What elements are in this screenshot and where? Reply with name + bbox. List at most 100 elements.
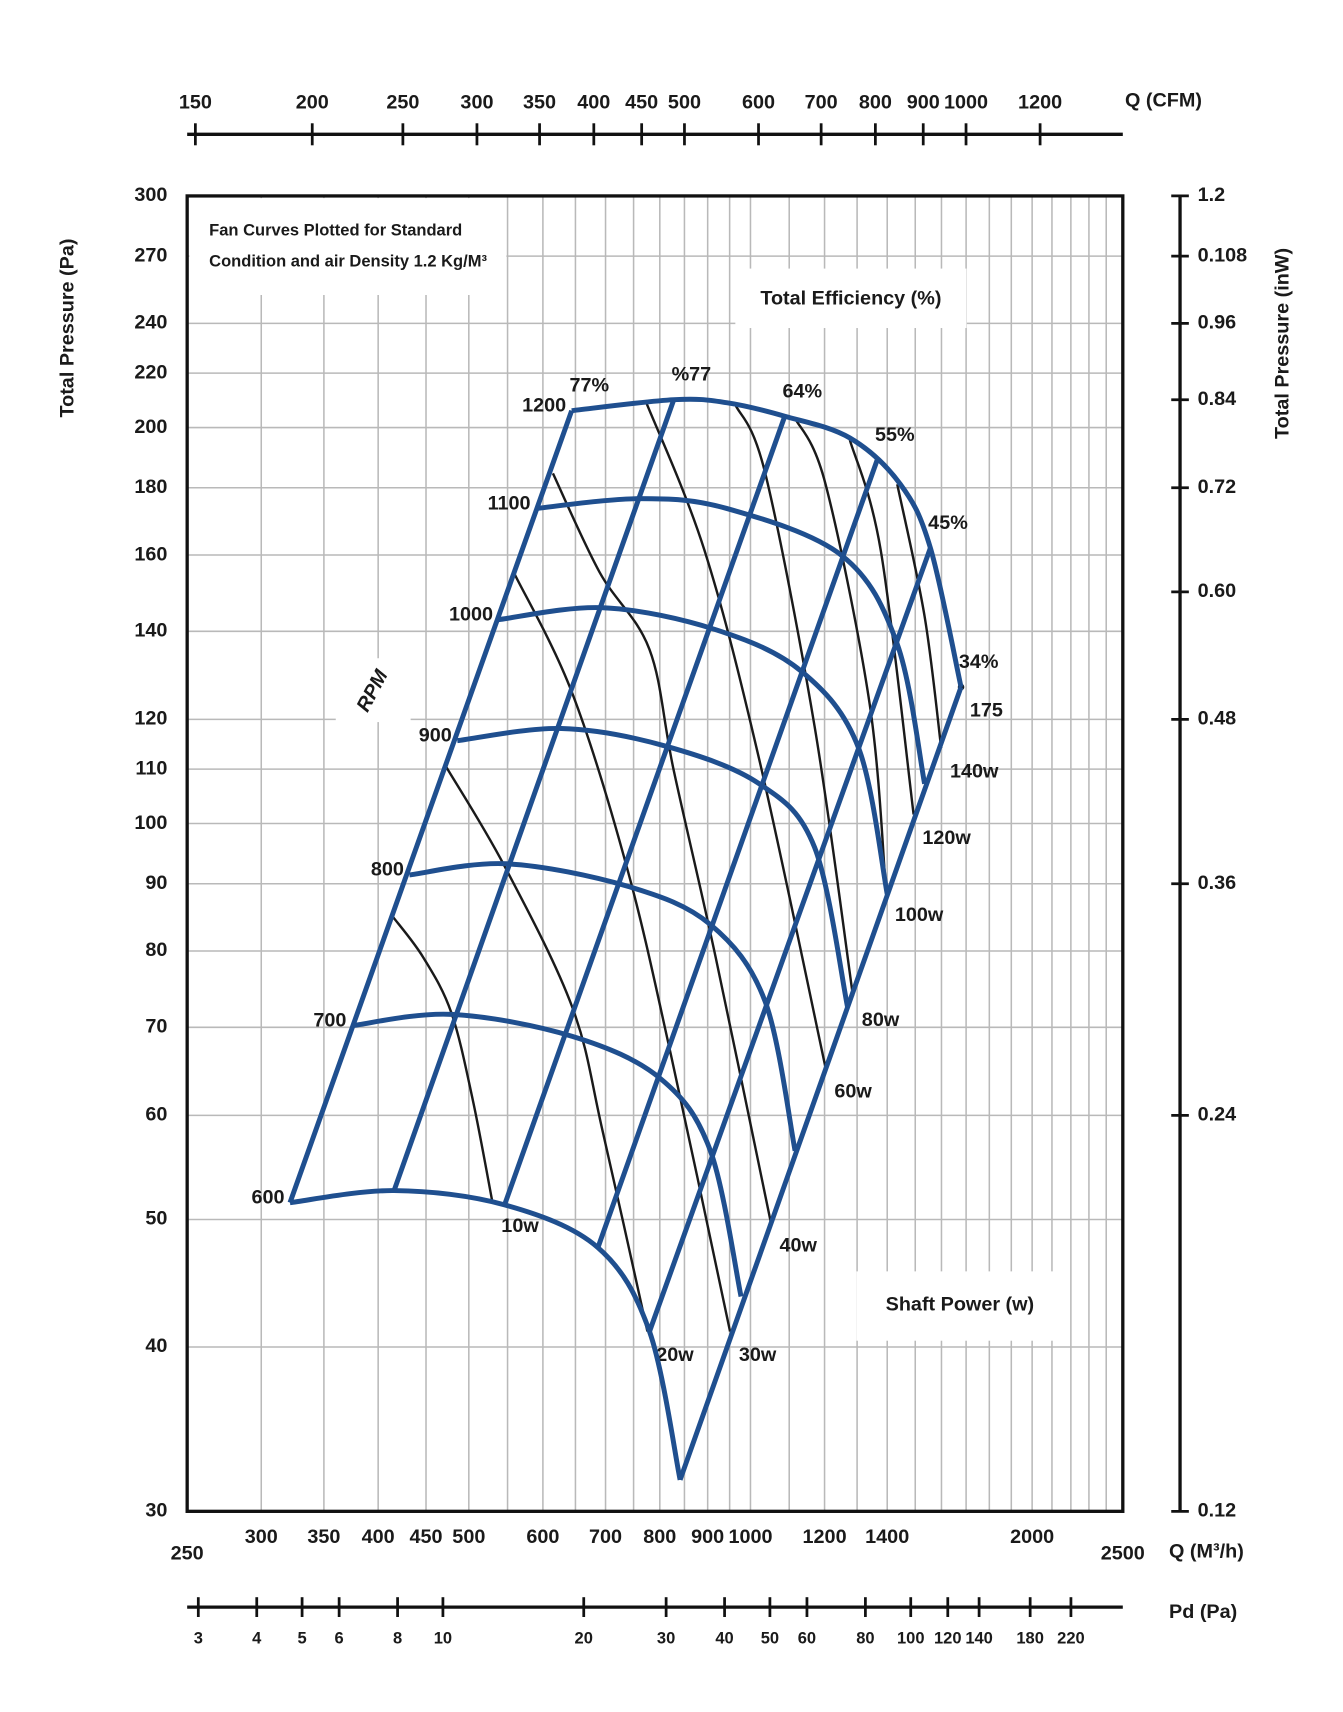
bottom-tick-label: 100 — [897, 1629, 925, 1647]
bottom-tick-label: 40 — [715, 1629, 733, 1647]
efficiency-line — [391, 398, 677, 1192]
top-tick-label: 400 — [577, 92, 610, 114]
bottom-tick-label: 6 — [335, 1629, 344, 1647]
x-tick-label: 2000 — [1010, 1526, 1054, 1548]
top-tick-label: 1000 — [944, 92, 988, 114]
rpm-label: 1000 — [449, 603, 493, 625]
rpm-curve — [409, 861, 798, 1152]
power-label: 20w — [656, 1344, 694, 1366]
rpm-curve — [289, 1188, 683, 1481]
rpm-label: 1100 — [488, 492, 531, 514]
y-tick-label: 270 — [134, 244, 167, 266]
axes: 3040506070809010011012014016018020022024… — [134, 92, 1247, 1648]
power-label: 30w — [739, 1344, 777, 1366]
rpm-label: 1200 — [522, 395, 566, 417]
efficiency-line — [647, 547, 933, 1333]
x-axis-title: Q (M³/h) — [1169, 1540, 1244, 1562]
power-label: 120w — [922, 827, 971, 849]
bottom-axis-title: Pd (Pa) — [1169, 1601, 1237, 1623]
y-tick-label: 220 — [134, 361, 167, 383]
rpm-label: 600 — [251, 1186, 284, 1208]
y2-tick-label: 0.108 — [1198, 244, 1248, 266]
top-tick-label: 600 — [742, 92, 775, 114]
y2-tick-label: 0.96 — [1198, 312, 1237, 334]
y-tick-label: 240 — [134, 312, 167, 334]
top-tick-label: 1200 — [1018, 92, 1062, 114]
y-tick-label: 70 — [145, 1016, 167, 1038]
x-tick-label: 300 — [245, 1526, 278, 1548]
curves: 10w 20w 30w 40w 60w 80w 100w 120w 140w 175 77% %77 6… — [251, 364, 1003, 1481]
y2-tick-label: 0.48 — [1198, 708, 1237, 730]
rpm-curve — [456, 726, 851, 1008]
efficiency-label: 55% — [875, 424, 915, 446]
bottom-tick-label: 80 — [856, 1629, 874, 1647]
bottom-tick-label: 3 — [194, 1629, 203, 1647]
y2-axis-title: Total Pressure (inW) — [1272, 248, 1294, 439]
top-axis-title: Q (CFM) — [1125, 90, 1202, 112]
efficiency-line — [595, 459, 880, 1249]
power-title: Shaft Power (w) — [886, 1294, 1035, 1316]
top-tick-label: 350 — [523, 92, 556, 114]
power-label: 60w — [834, 1080, 872, 1102]
power-label: 140w — [950, 761, 999, 783]
efficiency-line — [677, 686, 964, 1481]
y2-tick-label: 0.72 — [1198, 476, 1237, 498]
conditions-line: Fan Curves Plotted for Standard — [209, 222, 462, 240]
y-tick-label: 30 — [145, 1500, 167, 1522]
y2-tick-label: 0.60 — [1198, 580, 1237, 602]
x-tick-label: 2500 — [1101, 1542, 1145, 1564]
power-label: 10w — [501, 1215, 539, 1237]
y-tick-label: 120 — [134, 708, 167, 730]
rpm-curve — [571, 396, 964, 688]
top-tick-label: 150 — [179, 92, 212, 114]
bottom-tick-label: 20 — [575, 1629, 593, 1647]
x-tick-label: 800 — [643, 1526, 676, 1548]
power-label: 80w — [862, 1009, 900, 1031]
rpm-label: 700 — [313, 1009, 346, 1031]
x-tick-label: 350 — [307, 1526, 340, 1548]
x-tick-label: 1400 — [865, 1526, 909, 1548]
power-line — [551, 472, 772, 1223]
efficiency-title: Total Efficiency (%) — [760, 288, 941, 310]
efficiency-label: 77% — [569, 375, 609, 397]
top-tick-label: 700 — [805, 92, 838, 114]
x-tick-label: 600 — [526, 1526, 559, 1548]
efficiency-box — [735, 268, 967, 329]
efficiency-line — [502, 415, 788, 1206]
rpm-curve — [535, 496, 928, 785]
bottom-tick-label: 220 — [1057, 1629, 1085, 1647]
top-tick-label: 250 — [386, 92, 419, 114]
rpm-curve — [498, 605, 890, 895]
efficiency-label: 34% — [959, 651, 999, 673]
bottom-tick-label: 8 — [393, 1629, 402, 1647]
y-tick-label: 140 — [134, 620, 167, 642]
x-tick-label: 700 — [589, 1526, 622, 1548]
power-line — [644, 401, 827, 1069]
y-tick-label: 100 — [134, 812, 167, 834]
y-tick-label: 60 — [145, 1104, 167, 1126]
y-tick-label: 50 — [145, 1208, 167, 1230]
x-tick-label: 400 — [362, 1526, 395, 1548]
x-tick-label: 450 — [409, 1526, 442, 1548]
rpm-curve — [351, 1011, 744, 1297]
y2-tick-label: 0.36 — [1198, 872, 1237, 894]
x-tick-label: 1000 — [728, 1526, 772, 1548]
top-tick-label: 900 — [907, 92, 940, 114]
plot-frame — [185, 194, 1125, 1513]
top-tick-label: 500 — [668, 92, 701, 114]
bottom-tick-label: 30 — [657, 1629, 675, 1647]
power-line — [734, 404, 855, 997]
bottom-tick-label: 5 — [297, 1629, 306, 1647]
top-tick-label: 200 — [296, 92, 329, 114]
efficiency-label: 45% — [928, 512, 968, 534]
efficiency-line — [287, 409, 574, 1204]
bottom-tick-label: 140 — [965, 1629, 993, 1647]
power-line — [793, 417, 888, 892]
bottom-tick-label: 120 — [934, 1629, 962, 1647]
rpm-label: 800 — [371, 859, 404, 881]
power-box — [856, 1271, 1066, 1341]
bottom-tick-label: 10 — [434, 1629, 452, 1647]
y-tick-label: 300 — [134, 184, 167, 206]
bottom-tick-label: 50 — [761, 1629, 779, 1647]
